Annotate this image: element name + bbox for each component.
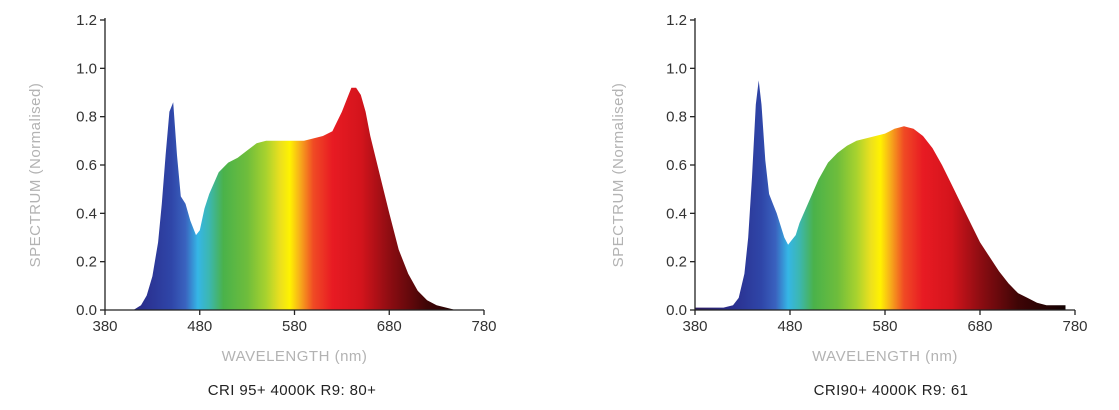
spectrum-chart-right: 0.0 0.2 0.4 0.6 0.8 1.0 1.2 380 480 580 680 780 WAVE… — [610, 12, 1088, 365]
x-tick-label: 380 — [92, 318, 117, 335]
y-tick-label: 0.4 — [666, 205, 687, 222]
y-tick-label: 0.2 — [666, 254, 687, 271]
x-tick-label: 780 — [471, 318, 496, 335]
y-tick-label: 0.0 — [76, 302, 97, 319]
x-tick-label: 480 — [187, 318, 212, 335]
chart-panel-right: 0.0 0.2 0.4 0.6 0.8 1.0 1.2 380 480 580 680 780 WAVE… — [560, 0, 1119, 410]
y-tick-label: 0.6 — [76, 157, 97, 174]
y-axis-title: SPECTRUM (Normalised) — [610, 83, 627, 268]
x-tick-label: 480 — [777, 318, 802, 335]
y-tick-label: 1.2 — [666, 12, 687, 29]
x-axis-title: WAVELENGTH (nm) — [812, 348, 958, 365]
x-axis-title: WAVELENGTH (nm) — [222, 348, 368, 365]
y-tick-label: 0.8 — [666, 109, 687, 126]
y-tick-label: 0.0 — [666, 302, 687, 319]
y-tick-label: 1.0 — [666, 60, 687, 77]
spectrum-chart-left: 0.0 0.2 0.4 0.6 0.8 1.0 1.2 380 480 580 680 780 WAVE… — [27, 12, 497, 365]
spectrum-area-series-0 — [695, 80, 1066, 311]
chart-caption-right: CRI90+ 4000K R9: 61 — [813, 382, 969, 399]
x-tick-label: 580 — [282, 318, 307, 335]
spectrum-area-series-0 — [124, 87, 475, 310]
x-tick-label: 780 — [1062, 318, 1087, 335]
y-tick-label: 0.8 — [76, 109, 97, 126]
y-axis-title: SPECTRUM (Normalised) — [27, 83, 44, 268]
y-tick-label: 0.2 — [76, 254, 97, 271]
y-tick-label: 1.2 — [76, 12, 97, 29]
chart-caption-left: CRI 95+ 4000K R9: 80+ — [207, 382, 377, 399]
y-tick-label: 0.4 — [76, 205, 97, 222]
x-tick-label: 580 — [872, 318, 897, 335]
chart-panel-left: 0.0 0.2 0.4 0.6 0.8 1.0 1.2 380 480 580 680 780 WAVE… — [27, 12, 497, 399]
x-tick-label: 380 — [682, 318, 707, 335]
y-tick-label: 0.6 — [666, 157, 687, 174]
x-tick-label: 680 — [377, 318, 402, 335]
y-tick-label: 1.0 — [76, 60, 97, 77]
x-tick-label: 680 — [967, 318, 992, 335]
